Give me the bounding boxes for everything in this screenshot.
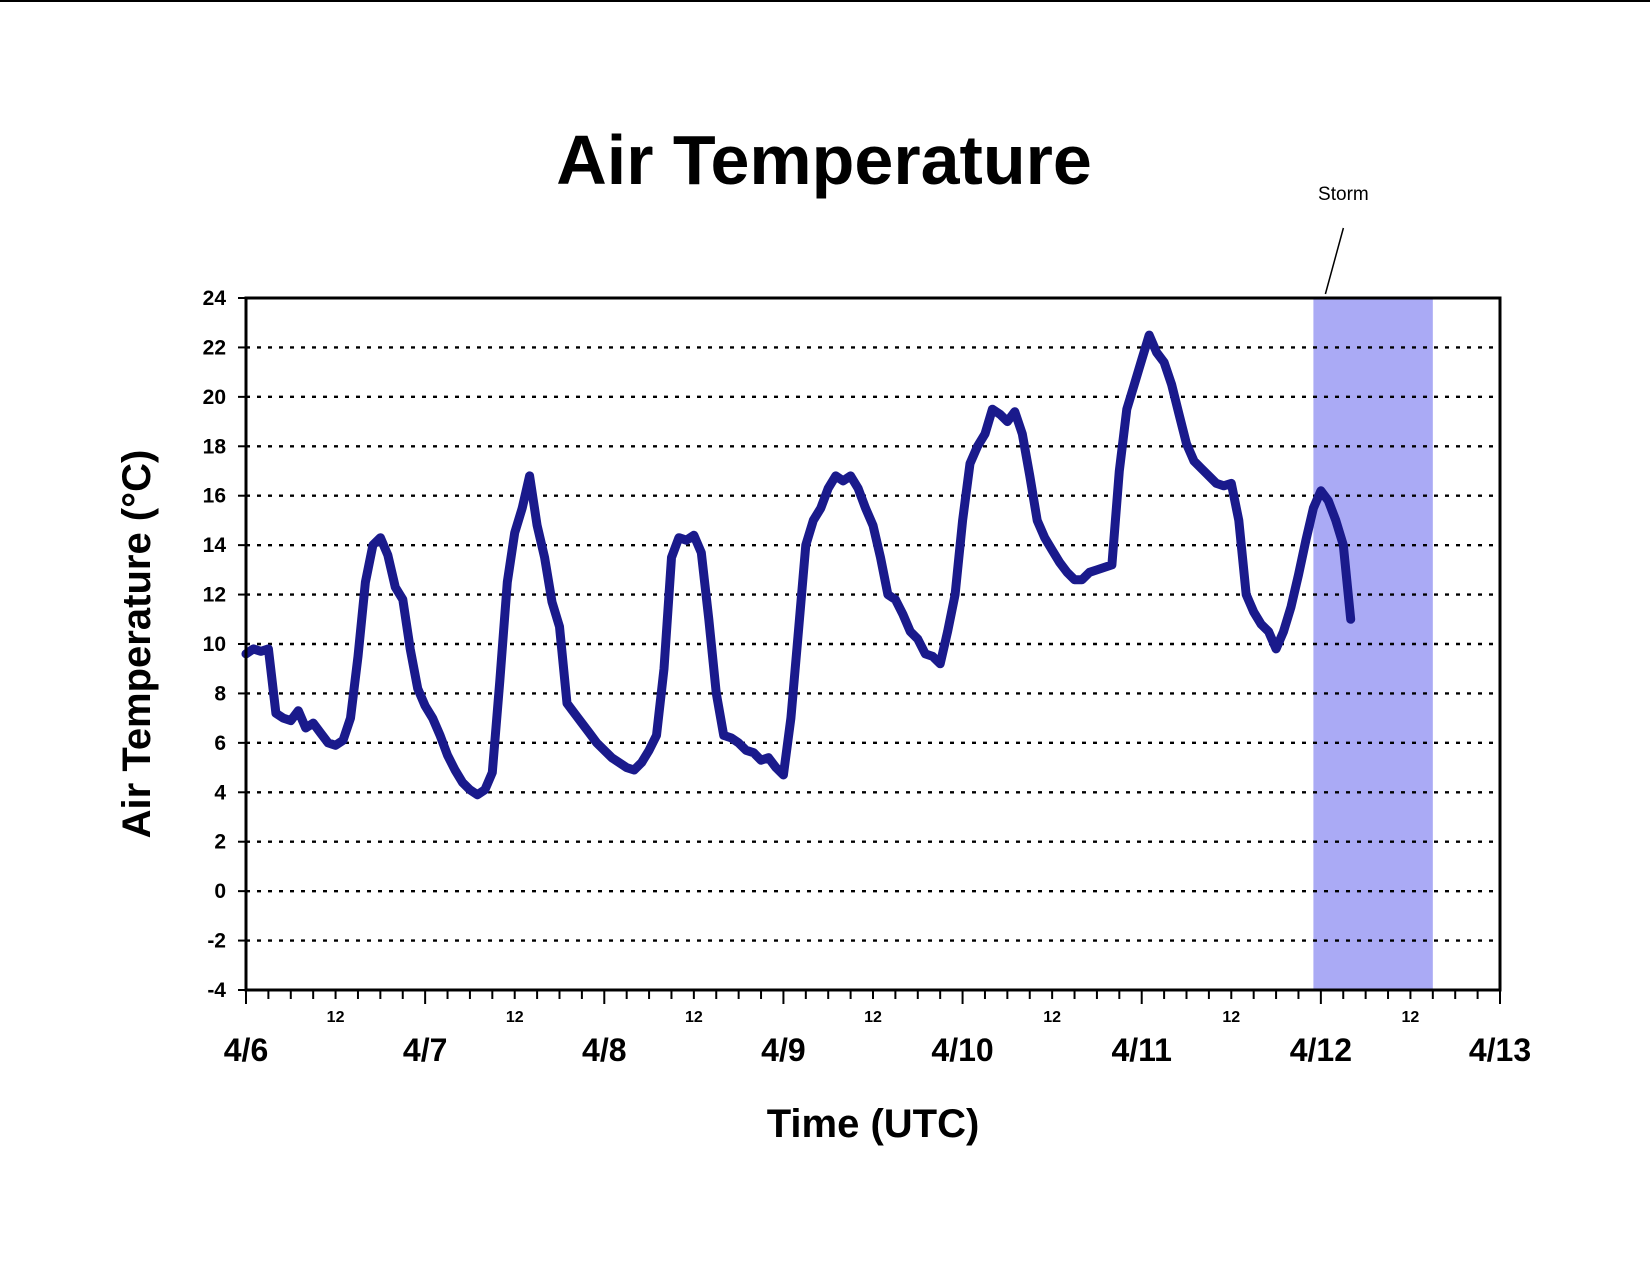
x-day-label: 4/12 bbox=[1290, 1032, 1352, 1068]
y-tick-label: 14 bbox=[203, 534, 227, 557]
x-hour-label: 12 bbox=[685, 1009, 703, 1026]
storm-label: Storm bbox=[1318, 184, 1369, 205]
x-hour-label: 12 bbox=[327, 1009, 345, 1026]
storm-pointer-line bbox=[1324, 227, 1345, 295]
x-day-label: 4/8 bbox=[582, 1032, 626, 1068]
x-hour-label: 12 bbox=[1402, 1009, 1420, 1026]
y-tick-label: 16 bbox=[203, 485, 226, 508]
y-tick-label: 0 bbox=[214, 880, 226, 903]
y-tick-label: 18 bbox=[203, 435, 227, 458]
plot-area bbox=[241, 296, 1502, 992]
top-rule bbox=[0, 0, 1650, 2]
y-tick-label: 2 bbox=[214, 831, 226, 854]
x-day-label: 4/11 bbox=[1111, 1032, 1172, 1068]
y-tick-label: 6 bbox=[214, 732, 226, 755]
x-day-label: 4/10 bbox=[931, 1032, 993, 1068]
storm-annotation: Storm bbox=[1318, 184, 1369, 295]
x-hour-label: 12 bbox=[1043, 1009, 1061, 1026]
y-tick-label: 4 bbox=[214, 781, 226, 804]
x-day-label: 4/9 bbox=[761, 1032, 805, 1068]
x-day-label: 4/7 bbox=[403, 1032, 447, 1068]
gridlines bbox=[246, 346, 1500, 942]
y-tick-label: 8 bbox=[214, 682, 226, 705]
y-tick-label: 20 bbox=[203, 386, 226, 409]
x-hour-label: 12 bbox=[864, 1009, 882, 1026]
y-tick-label: -4 bbox=[207, 979, 226, 1002]
x-day-label: 4/6 bbox=[224, 1032, 268, 1068]
x-hour-label: 12 bbox=[506, 1009, 524, 1026]
x-hour-label: 12 bbox=[1222, 1009, 1240, 1026]
series-line bbox=[241, 330, 1356, 800]
y-tick-label: 22 bbox=[203, 336, 226, 359]
x-day-label: 4/13 bbox=[1469, 1032, 1531, 1068]
y-tick-label: 24 bbox=[203, 287, 227, 310]
y-axis-title: Air Temperature (°C) bbox=[115, 450, 159, 839]
chart-title: Air Temperature bbox=[556, 121, 1092, 199]
x-axis: 4/6 4/7 4/8 4/9 4/10 4/11 4/12 4/13 12 12 12 12 12 12… bbox=[224, 990, 1531, 1068]
y-tick-label: -2 bbox=[207, 930, 226, 953]
x-axis-title: Time (UTC) bbox=[767, 1102, 980, 1146]
y-tick-label: 10 bbox=[203, 633, 226, 656]
y-tick-label: 12 bbox=[203, 584, 226, 607]
